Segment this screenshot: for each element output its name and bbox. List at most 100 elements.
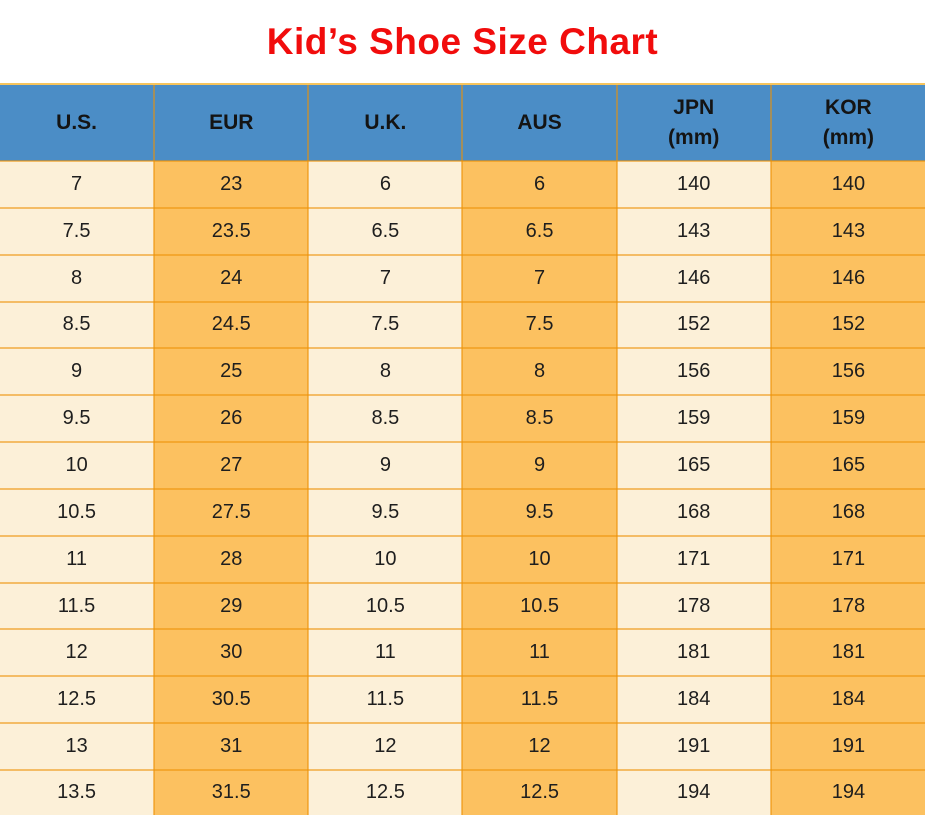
table-cell: 7 — [461, 253, 618, 303]
column-header-label: U.K. — [364, 110, 407, 134]
table-cell: 8.5 — [307, 394, 464, 444]
column-header-label: AUS — [517, 110, 562, 134]
table-cell: 23 — [153, 160, 310, 209]
table-cell: 8.5 — [461, 394, 618, 444]
title-bar: Kid’s Shoe Size Chart — [0, 0, 925, 83]
table-cell: 140 — [615, 160, 772, 209]
table-cell: 10 — [307, 534, 464, 584]
column-header-label: EUR — [209, 110, 254, 134]
column-header-us: U.S. — [0, 84, 156, 162]
table-cell: 31.5 — [153, 768, 310, 815]
header-row: U.S. EUR U.K. AUS JPN (mm) KOR (mm) — [0, 84, 925, 162]
table-cell: 6.5 — [461, 206, 618, 256]
table-cell: 30.5 — [153, 675, 310, 725]
table-cell: 11 — [461, 628, 618, 678]
column-header-label: U.S. — [56, 110, 97, 134]
table-cell: 8 — [0, 253, 156, 303]
table-cell: 12.5 — [307, 768, 464, 815]
table-row: 11.5 29 10.5 10.5 178 178 — [0, 581, 925, 631]
column-header-label: JPN — [673, 95, 715, 119]
column-header-eur: EUR — [153, 84, 310, 162]
table-cell: 10.5 — [461, 581, 618, 631]
table-cell: 146 — [769, 253, 925, 303]
table-cell: 30 — [153, 628, 310, 678]
table-cell: 178 — [769, 581, 925, 631]
table-cell: 165 — [615, 441, 772, 490]
table-cell: 24.5 — [153, 300, 310, 350]
table-cell: 152 — [615, 300, 772, 350]
table-cell: 11 — [307, 628, 464, 678]
table-row: 13 31 12 12 191 191 — [0, 722, 925, 771]
table-row: 8.5 24.5 7.5 7.5 152 152 — [0, 300, 925, 350]
table-cell: 143 — [769, 206, 925, 256]
page-title: Kid’s Shoe Size Chart — [266, 20, 659, 62]
table-row: 11 28 10 10 171 171 — [0, 534, 925, 584]
table-cell: 6 — [461, 160, 618, 209]
table-cell: 194 — [615, 768, 772, 815]
table-cell: 12.5 — [0, 675, 156, 725]
table-cell: 184 — [769, 675, 925, 725]
table-cell: 25 — [153, 347, 310, 397]
table-cell: 194 — [769, 768, 925, 815]
table-row: 12.5 30.5 11.5 11.5 184 184 — [0, 675, 925, 725]
column-header-kor: KOR (mm) — [769, 84, 925, 162]
table-container: U.S. EUR U.K. AUS JPN (mm) KOR (mm) 7 23 6 6 140 140… — [0, 83, 925, 815]
table-cell: 23.5 — [153, 206, 310, 256]
table-cell: 8 — [461, 347, 618, 397]
table-cell: 29 — [153, 581, 310, 631]
table-cell: 156 — [615, 347, 772, 397]
table-cell: 13 — [0, 722, 156, 771]
table-cell: 31 — [153, 722, 310, 771]
table-cell: 10.5 — [307, 581, 464, 631]
table-cell: 27.5 — [153, 487, 310, 537]
table-cell: 12 — [461, 722, 618, 771]
table-cell: 159 — [769, 394, 925, 444]
table-cell: 6 — [307, 160, 464, 209]
table-cell: 178 — [615, 581, 772, 631]
table-cell: 171 — [769, 534, 925, 584]
table-cell: 6.5 — [307, 206, 464, 256]
table-cell: 146 — [615, 253, 772, 303]
table-row: 12 30 11 11 181 181 — [0, 628, 925, 678]
table-row: 7.5 23.5 6.5 6.5 143 143 — [0, 206, 925, 256]
table-cell: 168 — [769, 487, 925, 537]
table-cell: 10 — [0, 441, 156, 490]
table-cell: 9.5 — [0, 394, 156, 444]
table-cell: 7 — [0, 160, 156, 209]
table-cell: 9 — [0, 347, 156, 397]
table-cell: 191 — [769, 722, 925, 771]
table-body: 7 23 6 6 140 140 7.5 23.5 6.5 6.5 143 143 8 24 7 7 146 14… — [0, 160, 925, 815]
table-cell: 140 — [769, 160, 925, 209]
table-cell: 7 — [307, 253, 464, 303]
column-header-jpn: JPN (mm) — [615, 84, 772, 162]
table-cell: 159 — [615, 394, 772, 444]
column-header-uk: U.K. — [307, 84, 464, 162]
table-cell: 156 — [769, 347, 925, 397]
table-cell: 143 — [615, 206, 772, 256]
table-cell: 11 — [0, 534, 156, 584]
table-cell: 10 — [461, 534, 618, 584]
table-row: 10 27 9 9 165 165 — [0, 441, 925, 490]
table-cell: 12.5 — [461, 768, 618, 815]
table-cell: 24 — [153, 253, 310, 303]
column-header-sublabel: (mm) — [822, 126, 875, 149]
table-row: 10.5 27.5 9.5 9.5 168 168 — [0, 487, 925, 537]
table-cell: 191 — [615, 722, 772, 771]
table-cell: 9.5 — [307, 487, 464, 537]
table-cell: 181 — [769, 628, 925, 678]
table-cell: 8.5 — [0, 300, 156, 350]
table-cell: 26 — [153, 394, 310, 444]
table-cell: 28 — [153, 534, 310, 584]
table-cell: 165 — [769, 441, 925, 490]
table-cell: 12 — [0, 628, 156, 678]
table-row: 8 24 7 7 146 146 — [0, 253, 925, 303]
table-cell: 9 — [307, 441, 464, 490]
table-cell: 7.5 — [461, 300, 618, 350]
table-row: 7 23 6 6 140 140 — [0, 160, 925, 209]
table-cell: 11.5 — [0, 581, 156, 631]
column-header-label: KOR — [825, 95, 872, 119]
table-cell: 27 — [153, 441, 310, 490]
table-cell: 8 — [307, 347, 464, 397]
column-header-aus: AUS — [461, 84, 618, 162]
table-cell: 11.5 — [307, 675, 464, 725]
